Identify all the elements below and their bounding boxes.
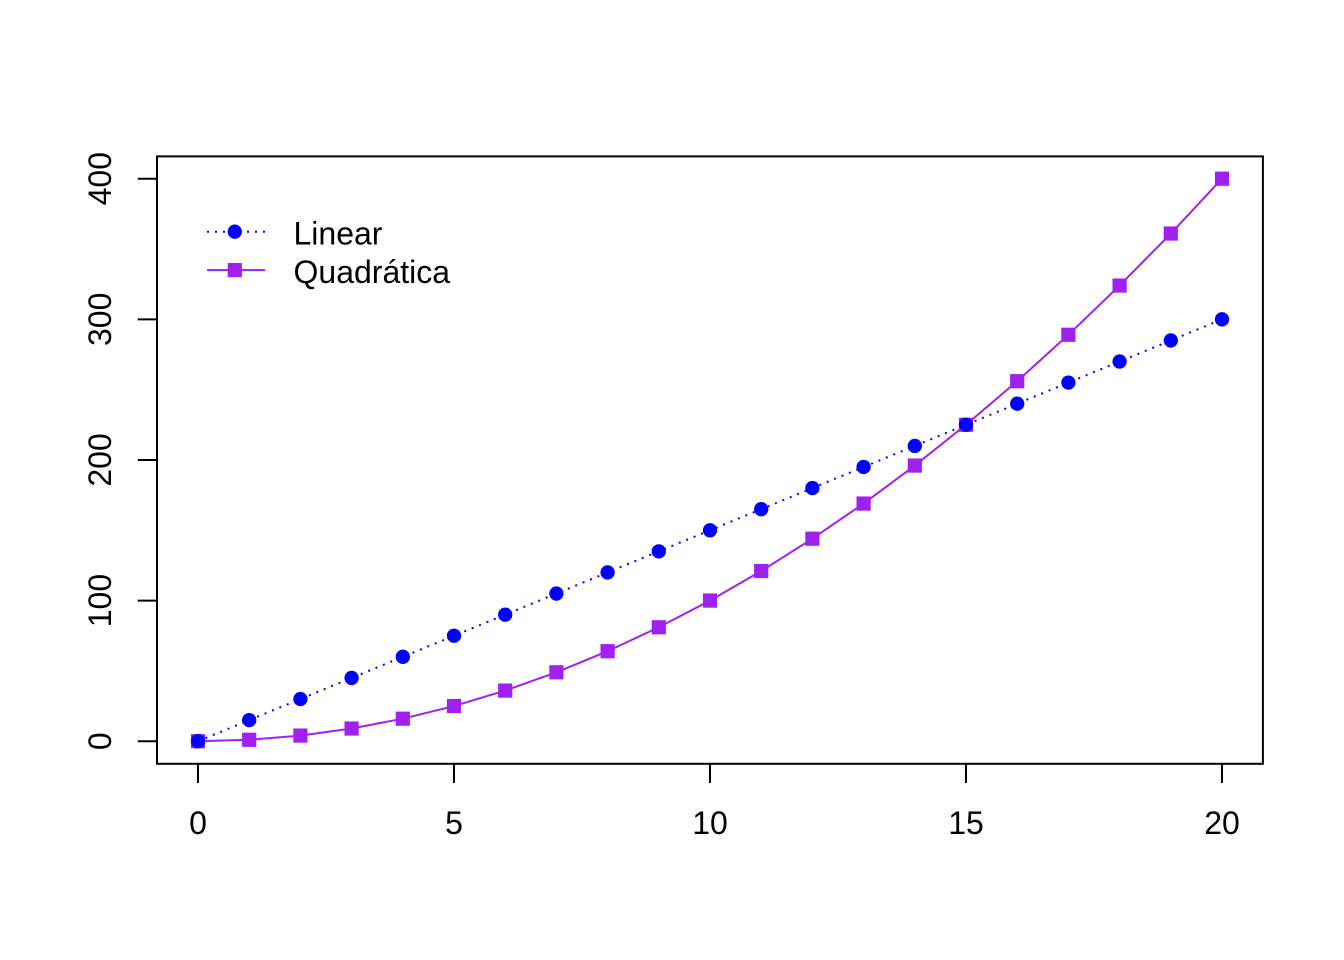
svg-text:400: 400 xyxy=(82,152,118,205)
svg-text:5: 5 xyxy=(445,805,463,841)
svg-text:10: 10 xyxy=(692,805,728,841)
svg-text:Linear: Linear xyxy=(294,216,383,252)
svg-text:0: 0 xyxy=(82,732,118,750)
svg-text:0: 0 xyxy=(189,805,207,841)
svg-text:200: 200 xyxy=(82,433,118,486)
svg-text:15: 15 xyxy=(948,805,984,841)
svg-text:300: 300 xyxy=(82,293,118,346)
svg-text:Quadrática: Quadrática xyxy=(294,254,451,290)
svg-text:100: 100 xyxy=(82,574,118,627)
svg-text:20: 20 xyxy=(1204,805,1240,841)
